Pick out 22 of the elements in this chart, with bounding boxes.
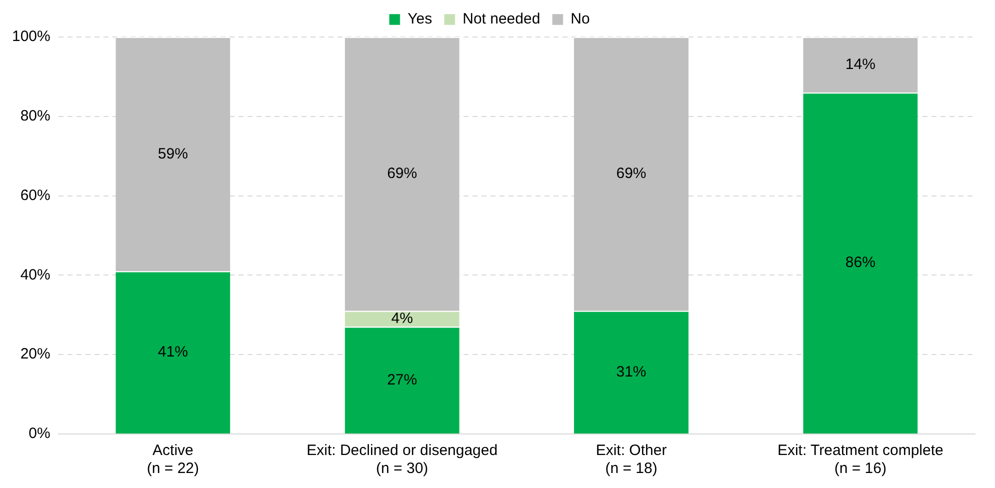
legend-label: No [570,10,590,28]
legend-label: Yes [408,10,432,28]
y-tick-label: 0% [28,425,50,442]
data-label: 4% [391,310,413,328]
data-label: 27% [387,371,418,388]
x-tick-label: Active (n = 22) [146,442,200,478]
data-label: 31% [616,363,646,380]
data-label: 69% [387,165,418,182]
data-label: 14% [845,56,876,73]
x-tick-label: Exit: Other (n = 18) [596,442,667,478]
y-tick-label: 20% [20,346,50,363]
data-label: 59% [158,145,188,162]
legend-label: Not needed [462,10,540,28]
y-tick-label: 60% [20,186,50,204]
x-tick-label: Exit: Declined or disengaged (n = 30) [306,442,498,478]
y-tick-label: 80% [20,108,50,125]
y-tick-label: 100% [12,28,50,46]
y-tick-label: 40% [20,266,50,284]
x-tick-label: Exit: Treatment complete (n = 16) [777,442,944,478]
data-label: 86% [845,254,876,272]
data-label: 41% [158,344,188,361]
data-label: 69% [616,165,646,182]
